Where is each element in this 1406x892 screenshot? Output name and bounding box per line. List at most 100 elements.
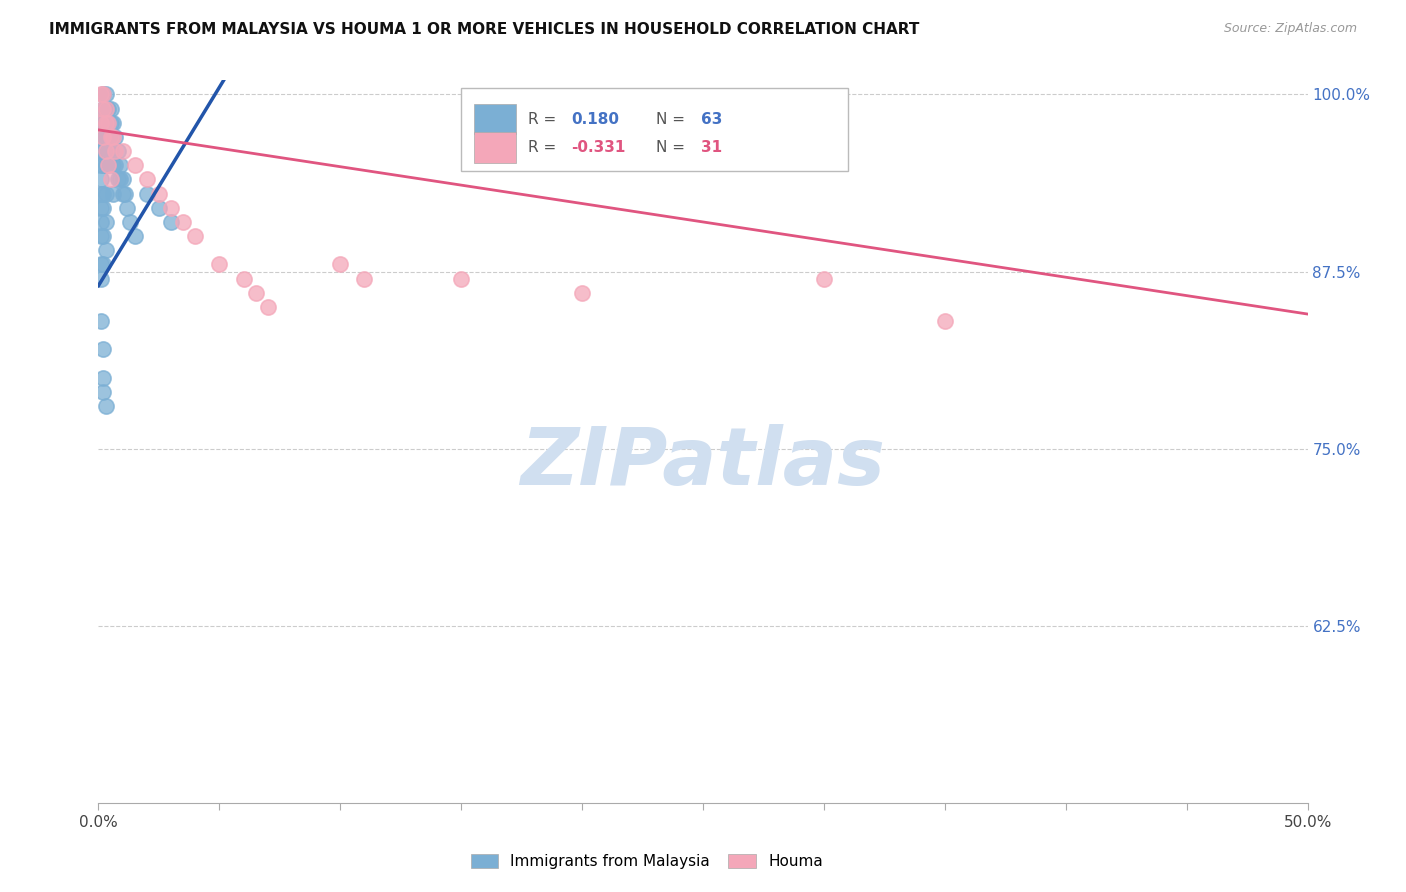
Point	[90, 186, 112, 201]
Point	[97, 158, 120, 172]
Point	[94, 144, 117, 158]
Point	[172, 215, 194, 229]
Point	[90, 130, 112, 145]
Point	[124, 229, 146, 244]
Point	[135, 186, 157, 201]
Point	[100, 130, 122, 145]
Point	[100, 116, 122, 130]
Point	[571, 285, 593, 300]
Point	[97, 102, 120, 116]
Point	[91, 130, 114, 145]
Text: -0.331: -0.331	[571, 140, 626, 155]
Point	[160, 215, 183, 229]
Point	[90, 314, 112, 328]
Point	[91, 384, 114, 399]
Point	[160, 201, 183, 215]
Point	[118, 215, 141, 229]
Text: R =: R =	[527, 140, 561, 155]
Point	[90, 116, 112, 130]
Point	[94, 144, 117, 158]
Point	[184, 229, 207, 244]
Point	[91, 158, 114, 172]
Text: R =: R =	[527, 112, 561, 127]
Point	[100, 144, 122, 158]
Point	[91, 186, 114, 201]
Point	[97, 158, 120, 172]
Point	[101, 186, 124, 201]
Point	[329, 257, 352, 271]
Text: Source: ZipAtlas.com: Source: ZipAtlas.com	[1223, 22, 1357, 36]
Point	[111, 144, 134, 158]
Point	[94, 102, 117, 116]
Point	[124, 158, 146, 172]
Point	[100, 130, 122, 145]
Point	[94, 186, 117, 201]
Point	[101, 116, 124, 130]
Point	[256, 300, 278, 314]
Point	[90, 116, 112, 130]
Point	[450, 271, 472, 285]
Text: IMMIGRANTS FROM MALAYSIA VS HOUMA 1 OR MORE VEHICLES IN HOUSEHOLD CORRELATION CH: IMMIGRANTS FROM MALAYSIA VS HOUMA 1 OR M…	[49, 22, 920, 37]
Point	[90, 229, 112, 244]
Point	[94, 102, 117, 116]
Point	[91, 87, 114, 102]
Point	[91, 371, 114, 385]
Point	[91, 201, 114, 215]
FancyBboxPatch shape	[474, 132, 516, 162]
Point	[100, 102, 122, 116]
Point	[91, 144, 114, 158]
Point	[108, 172, 131, 186]
Text: N =: N =	[655, 140, 690, 155]
Point	[104, 158, 127, 172]
Point	[94, 87, 117, 102]
Point	[90, 271, 112, 285]
Point	[91, 102, 114, 116]
Point	[91, 130, 114, 145]
Point	[90, 87, 112, 102]
Point	[148, 186, 170, 201]
Point	[104, 144, 127, 158]
Point	[90, 201, 112, 215]
Point	[94, 244, 117, 258]
Point	[111, 186, 134, 201]
Point	[94, 158, 117, 172]
Point	[94, 116, 117, 130]
Point	[91, 116, 114, 130]
Point	[91, 229, 114, 244]
Point	[94, 116, 117, 130]
Point	[107, 172, 129, 186]
Point	[97, 116, 120, 130]
Point	[148, 201, 170, 215]
Point	[111, 172, 134, 186]
Point	[97, 144, 120, 158]
Point	[91, 87, 114, 102]
Point	[114, 186, 136, 201]
Point	[90, 215, 112, 229]
Point	[97, 130, 120, 145]
Point	[107, 144, 129, 158]
Text: 63: 63	[700, 112, 721, 127]
Point	[100, 172, 122, 186]
FancyBboxPatch shape	[461, 87, 848, 170]
Text: N =: N =	[655, 112, 690, 127]
Point	[90, 158, 112, 172]
Point	[353, 271, 375, 285]
Point	[104, 130, 127, 145]
FancyBboxPatch shape	[474, 103, 516, 135]
Point	[91, 102, 114, 116]
Point	[117, 201, 139, 215]
Point	[232, 271, 254, 285]
Legend: Immigrants from Malaysia, Houma: Immigrants from Malaysia, Houma	[464, 848, 830, 875]
Point	[94, 130, 117, 145]
Point	[108, 158, 131, 172]
Point	[90, 172, 112, 186]
Point	[97, 116, 120, 130]
Point	[813, 271, 835, 285]
Text: ZIPatlas: ZIPatlas	[520, 425, 886, 502]
Point	[90, 257, 112, 271]
Point	[934, 314, 956, 328]
Point	[94, 399, 117, 413]
Text: 0.180: 0.180	[571, 112, 619, 127]
Point	[208, 257, 231, 271]
Point	[135, 172, 157, 186]
